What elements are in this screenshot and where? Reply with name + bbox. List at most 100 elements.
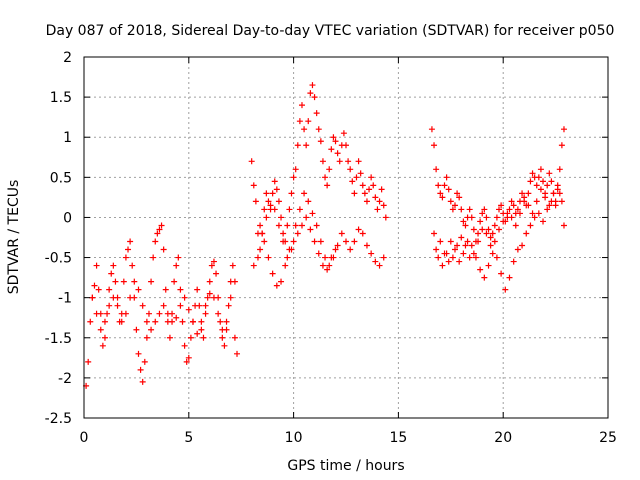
- data-point: [544, 182, 551, 189]
- data-point: [97, 326, 104, 333]
- data-point: [338, 230, 345, 237]
- data-point: [548, 198, 555, 205]
- data-point: [101, 334, 108, 341]
- chart-title: Day 087 of 2018, Sidereal Day-to-day VTE…: [46, 23, 615, 39]
- data-point: [537, 166, 544, 173]
- data-points: [83, 82, 567, 389]
- data-point: [135, 286, 142, 293]
- data-point: [173, 314, 180, 321]
- data-point: [493, 214, 500, 221]
- data-point: [292, 166, 299, 173]
- data-point: [363, 242, 370, 249]
- data-point: [546, 202, 553, 209]
- data-point: [227, 294, 234, 301]
- data-point: [292, 222, 299, 229]
- plot-frame: [83, 56, 609, 419]
- data-point: [194, 330, 201, 337]
- data-point: [456, 258, 463, 265]
- data-point: [301, 190, 308, 197]
- data-point: [512, 222, 519, 229]
- data-point: [510, 258, 517, 265]
- data-point: [470, 226, 477, 233]
- y-tick-label: 0: [63, 210, 72, 226]
- data-point: [552, 202, 559, 209]
- data-point: [487, 234, 494, 241]
- data-point: [145, 310, 152, 317]
- data-point: [508, 198, 515, 205]
- data-point: [558, 142, 565, 149]
- data-point: [171, 278, 178, 285]
- data-point: [267, 202, 274, 209]
- data-point: [215, 310, 222, 317]
- data-point: [229, 262, 236, 269]
- data-point: [185, 354, 192, 361]
- y-tick-label: -2: [58, 371, 72, 387]
- data-point: [290, 238, 297, 245]
- data-point: [250, 182, 257, 189]
- data-point: [284, 254, 291, 261]
- data-point: [311, 94, 318, 101]
- data-point: [93, 310, 100, 317]
- data-point: [458, 234, 465, 241]
- data-point: [288, 190, 295, 197]
- data-point: [89, 294, 96, 301]
- data-point: [514, 246, 521, 253]
- y-tick-label: 1.5: [50, 90, 72, 106]
- data-point: [487, 242, 494, 249]
- data-point: [311, 238, 318, 245]
- data-point: [540, 178, 547, 185]
- data-point: [210, 294, 217, 301]
- data-point: [156, 310, 163, 317]
- data-point: [127, 238, 134, 245]
- data-point: [259, 230, 266, 237]
- data-point: [525, 190, 532, 197]
- data-point: [345, 158, 352, 165]
- data-point: [160, 246, 167, 253]
- data-point: [441, 182, 448, 189]
- data-point: [196, 302, 203, 309]
- data-point: [122, 254, 129, 261]
- data-point: [550, 190, 557, 197]
- data-point: [529, 170, 536, 177]
- data-point: [139, 302, 146, 309]
- data-point: [101, 318, 108, 325]
- data-point: [319, 158, 326, 165]
- data-point: [95, 286, 102, 293]
- data-point: [326, 262, 333, 269]
- data-point: [363, 198, 370, 205]
- data-point: [479, 210, 486, 217]
- data-point: [181, 294, 188, 301]
- data-point: [271, 178, 278, 185]
- data-point: [370, 182, 377, 189]
- data-point: [504, 210, 511, 217]
- data-point: [332, 138, 339, 145]
- data-point: [445, 186, 452, 193]
- data-point: [468, 214, 475, 221]
- data-point: [481, 274, 488, 281]
- data-point: [284, 222, 291, 229]
- data-point: [187, 334, 194, 341]
- data-point: [428, 126, 435, 133]
- data-point: [120, 278, 127, 285]
- data-point: [332, 246, 339, 253]
- data-point: [152, 238, 159, 245]
- data-point: [301, 126, 308, 133]
- data-point: [158, 222, 165, 229]
- data-point: [204, 294, 211, 301]
- data-point: [531, 214, 538, 221]
- data-point: [208, 262, 215, 269]
- data-point: [156, 226, 163, 233]
- data-point: [351, 238, 358, 245]
- data-point: [269, 270, 276, 277]
- data-point: [296, 206, 303, 213]
- data-point: [183, 358, 190, 365]
- data-point: [179, 318, 186, 325]
- data-point: [475, 230, 482, 237]
- data-point: [451, 246, 458, 253]
- data-point: [481, 206, 488, 213]
- data-point: [366, 186, 373, 193]
- data-point: [213, 270, 220, 277]
- data-point: [464, 238, 471, 245]
- data-point: [493, 254, 500, 261]
- data-point: [106, 302, 113, 309]
